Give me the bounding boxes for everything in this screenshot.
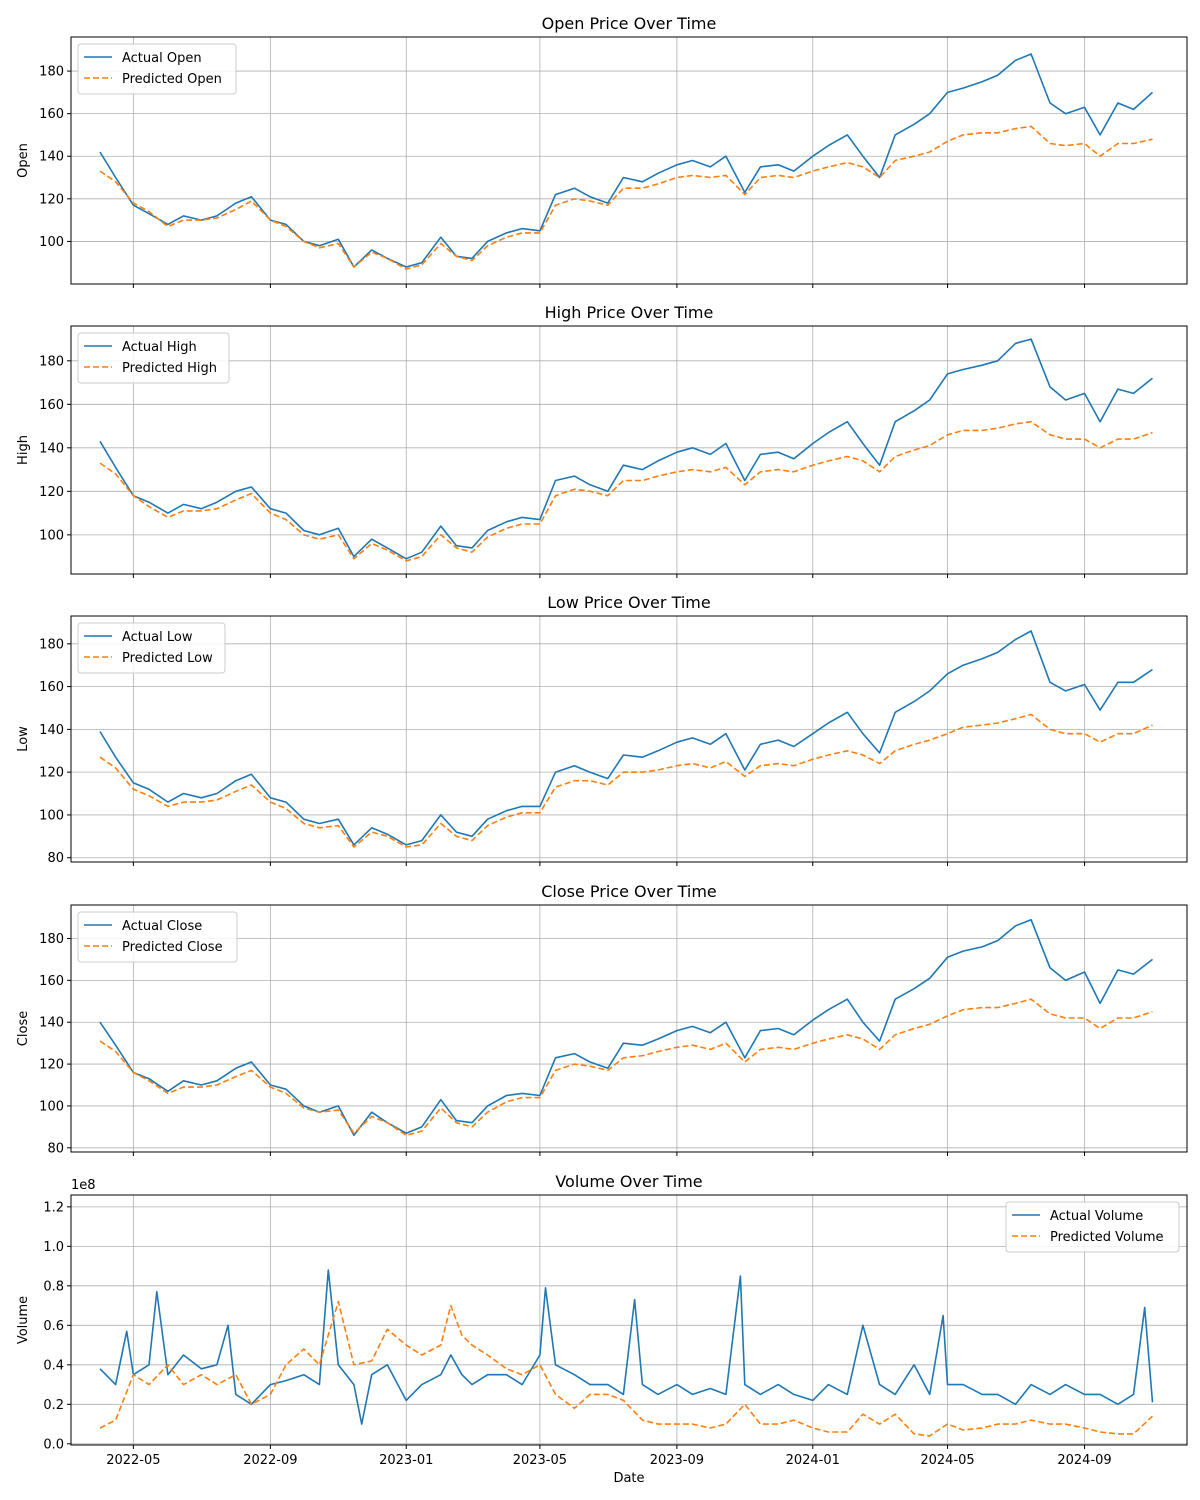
x-tick-label: 2023-05 bbox=[513, 1453, 567, 1468]
legend-box bbox=[77, 332, 230, 384]
subplot-title: High Price Over Time bbox=[545, 303, 714, 322]
y-tick-label: 1.0 bbox=[43, 1240, 64, 1255]
x-tick-label: 2024-09 bbox=[1057, 1453, 1111, 1468]
legend: Actual High Predicted High bbox=[77, 332, 230, 384]
y-axis-label: Open bbox=[16, 143, 31, 178]
subplot-title: Open Price Over Time bbox=[542, 14, 717, 33]
y-tick-label: 120 bbox=[39, 485, 64, 500]
subplot-5: Volume Over Time 0.0 0.2 0.4 0.6 0.8 1.0 1.2 202… bbox=[16, 1172, 1188, 1486]
legend-entry-label: Predicted High bbox=[122, 361, 217, 376]
legend-entry-label: Predicted Close bbox=[122, 940, 223, 955]
legend-entry-label: Actual Close bbox=[122, 919, 202, 934]
legend: Actual Open Predicted Open bbox=[77, 43, 237, 95]
subplot-2: High Price Over Time 100 120 140 160 180 High A… bbox=[16, 303, 1188, 578]
subplot-title: Low Price Over Time bbox=[547, 593, 710, 612]
y-tick-label: 120 bbox=[39, 192, 64, 207]
y-tick-label: 0.8 bbox=[43, 1279, 64, 1294]
y-axis-label: Low bbox=[16, 726, 31, 752]
legend-entry-label: Actual Low bbox=[122, 630, 193, 645]
legend-entry-label: Predicted Volume bbox=[1050, 1230, 1164, 1245]
series-line-predicted-close bbox=[99, 998, 1153, 1137]
series-line-predicted-low bbox=[99, 713, 1153, 848]
y-tick-label: 160 bbox=[39, 398, 64, 413]
legend-box bbox=[77, 911, 238, 963]
x-tick-label: 2022-09 bbox=[243, 1453, 297, 1468]
y-tick-label: 120 bbox=[39, 1058, 64, 1073]
axes-frame bbox=[70, 1194, 1188, 1446]
y-axis-label: Volume bbox=[16, 1296, 31, 1344]
legend-entry-label: Actual High bbox=[122, 340, 197, 355]
subplot-4: Close Price Over Time 80 100 120 140 160 180 Cl… bbox=[16, 882, 1188, 1156]
series-line-predicted-open bbox=[99, 125, 1153, 270]
axes-frame bbox=[70, 36, 1188, 285]
series-line-actual-low bbox=[99, 630, 1153, 846]
axes-frame bbox=[70, 615, 1188, 863]
legend: Actual Low Predicted Low bbox=[77, 622, 226, 674]
x-tick-label: 2023-01 bbox=[379, 1453, 433, 1468]
series-line-actual-volume bbox=[99, 1269, 1154, 1425]
y-offset-label: 1e8 bbox=[71, 1178, 96, 1193]
legend-box bbox=[1005, 1201, 1180, 1253]
y-tick-label: 180 bbox=[39, 354, 64, 369]
y-tick-label: 160 bbox=[39, 680, 64, 695]
y-tick-label: 140 bbox=[39, 723, 64, 738]
legend-entry-label: Actual Open bbox=[122, 51, 202, 66]
y-tick-label: 100 bbox=[39, 528, 64, 543]
x-tick-label: 2022-05 bbox=[106, 1453, 160, 1468]
x-axis-label: Date bbox=[613, 1471, 644, 1486]
y-tick-label: 1.2 bbox=[43, 1200, 64, 1215]
y-tick-label: 180 bbox=[39, 637, 64, 652]
y-tick-label: 160 bbox=[39, 107, 64, 122]
y-tick-label: 100 bbox=[39, 1099, 64, 1114]
legend-entry-label: Actual Volume bbox=[1050, 1209, 1143, 1224]
subplot-1: Open Price Over Time 100 120 140 160 180 Open A… bbox=[16, 14, 1188, 288]
legend: Actual Volume Predicted Volume bbox=[1005, 1201, 1180, 1253]
y-axis-label: High bbox=[16, 435, 31, 465]
x-tick-label: 2024-01 bbox=[786, 1453, 840, 1468]
legend-entry-label: Predicted Low bbox=[122, 651, 213, 666]
legend: Actual Close Predicted Close bbox=[77, 911, 238, 963]
y-tick-label: 140 bbox=[39, 150, 64, 165]
y-tick-label: 0.2 bbox=[43, 1398, 64, 1413]
legend-box bbox=[77, 622, 226, 674]
axes-frame bbox=[70, 325, 1188, 575]
y-tick-label: 180 bbox=[39, 932, 64, 947]
y-tick-label: 120 bbox=[39, 766, 64, 781]
x-tick-label: 2024-05 bbox=[920, 1453, 974, 1468]
series-line-actual-high bbox=[99, 338, 1153, 560]
y-tick-label: 100 bbox=[39, 235, 64, 250]
y-tick-label: 0.6 bbox=[43, 1319, 64, 1334]
axes-frame bbox=[70, 904, 1188, 1153]
y-tick-label: 140 bbox=[39, 1016, 64, 1031]
y-tick-label: 140 bbox=[39, 441, 64, 456]
series-line-predicted-high bbox=[99, 420, 1153, 562]
y-tick-label: 80 bbox=[47, 1141, 64, 1156]
legend-box bbox=[77, 43, 237, 95]
y-tick-label: 100 bbox=[39, 808, 64, 823]
y-tick-label: 180 bbox=[39, 65, 64, 80]
subplot-3: Low Price Over Time 80 100 120 140 160 180 Low A… bbox=[16, 593, 1188, 866]
y-tick-label: 0.0 bbox=[43, 1437, 64, 1452]
series-line-actual-close bbox=[99, 918, 1153, 1137]
y-tick-label: 160 bbox=[39, 974, 64, 989]
y-tick-label: 80 bbox=[47, 851, 64, 866]
legend-entry-label: Predicted Open bbox=[122, 72, 222, 87]
subplot-title: Volume Over Time bbox=[555, 1172, 702, 1191]
y-axis-label: Close bbox=[16, 1011, 31, 1046]
series-line-predicted-volume bbox=[99, 1300, 1154, 1437]
y-tick-label: 0.4 bbox=[43, 1358, 64, 1373]
subplot-title: Close Price Over Time bbox=[541, 882, 717, 901]
x-tick-label: 2023-09 bbox=[650, 1453, 704, 1468]
